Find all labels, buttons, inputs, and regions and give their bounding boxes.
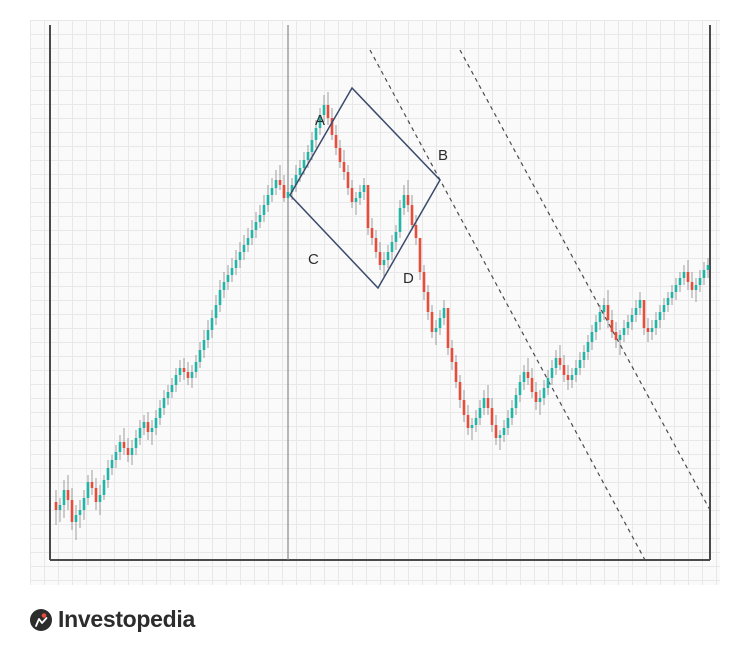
- pattern-label-b: B: [438, 147, 448, 164]
- pattern-label-d: D: [403, 270, 414, 287]
- candlestick-chart: A B C D: [30, 20, 720, 585]
- pattern-label-c: C: [308, 251, 319, 268]
- brand-name: Investopedia: [58, 606, 195, 633]
- chart-area: A B C D: [30, 20, 720, 585]
- brand-logo: Investopedia: [30, 606, 195, 633]
- investopedia-icon: [30, 609, 52, 631]
- pattern-label-a: A: [315, 112, 325, 129]
